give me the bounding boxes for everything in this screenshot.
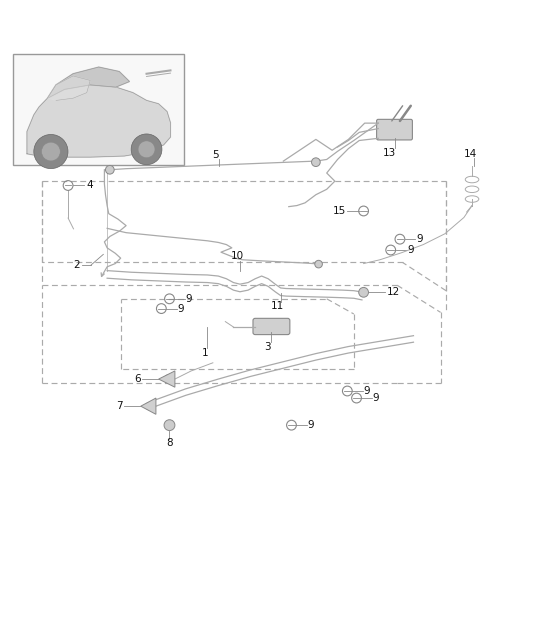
Circle shape bbox=[41, 142, 60, 161]
Text: 9: 9 bbox=[373, 393, 379, 403]
Text: 2: 2 bbox=[74, 260, 80, 270]
Polygon shape bbox=[159, 371, 175, 387]
Circle shape bbox=[164, 420, 175, 431]
Text: 4: 4 bbox=[86, 180, 93, 190]
Polygon shape bbox=[27, 85, 171, 157]
Circle shape bbox=[312, 158, 320, 166]
Text: 14: 14 bbox=[464, 148, 477, 158]
Text: 9: 9 bbox=[178, 303, 184, 313]
Polygon shape bbox=[47, 67, 130, 98]
Text: 7: 7 bbox=[116, 401, 123, 411]
Text: 10: 10 bbox=[231, 251, 244, 261]
Text: 9: 9 bbox=[416, 234, 423, 244]
Text: 3: 3 bbox=[264, 342, 270, 352]
Circle shape bbox=[34, 134, 68, 169]
Text: 9: 9 bbox=[186, 294, 192, 304]
Text: 9: 9 bbox=[407, 245, 414, 255]
Circle shape bbox=[131, 134, 162, 165]
Text: 1: 1 bbox=[202, 348, 208, 358]
Circle shape bbox=[106, 165, 114, 174]
Polygon shape bbox=[47, 76, 90, 100]
Bar bbox=[13, 54, 184, 165]
Circle shape bbox=[359, 288, 368, 297]
Text: 8: 8 bbox=[166, 438, 173, 448]
Circle shape bbox=[315, 261, 323, 268]
FancyBboxPatch shape bbox=[253, 318, 290, 335]
Text: 12: 12 bbox=[387, 288, 400, 297]
Text: 9: 9 bbox=[364, 386, 370, 396]
Text: 5: 5 bbox=[212, 150, 219, 160]
Polygon shape bbox=[141, 398, 156, 414]
FancyBboxPatch shape bbox=[377, 119, 413, 140]
Text: 11: 11 bbox=[271, 301, 284, 311]
Text: 6: 6 bbox=[134, 374, 141, 384]
Text: 13: 13 bbox=[383, 148, 396, 158]
Text: 15: 15 bbox=[332, 206, 346, 216]
Text: 9: 9 bbox=[308, 420, 314, 430]
Circle shape bbox=[138, 141, 155, 158]
